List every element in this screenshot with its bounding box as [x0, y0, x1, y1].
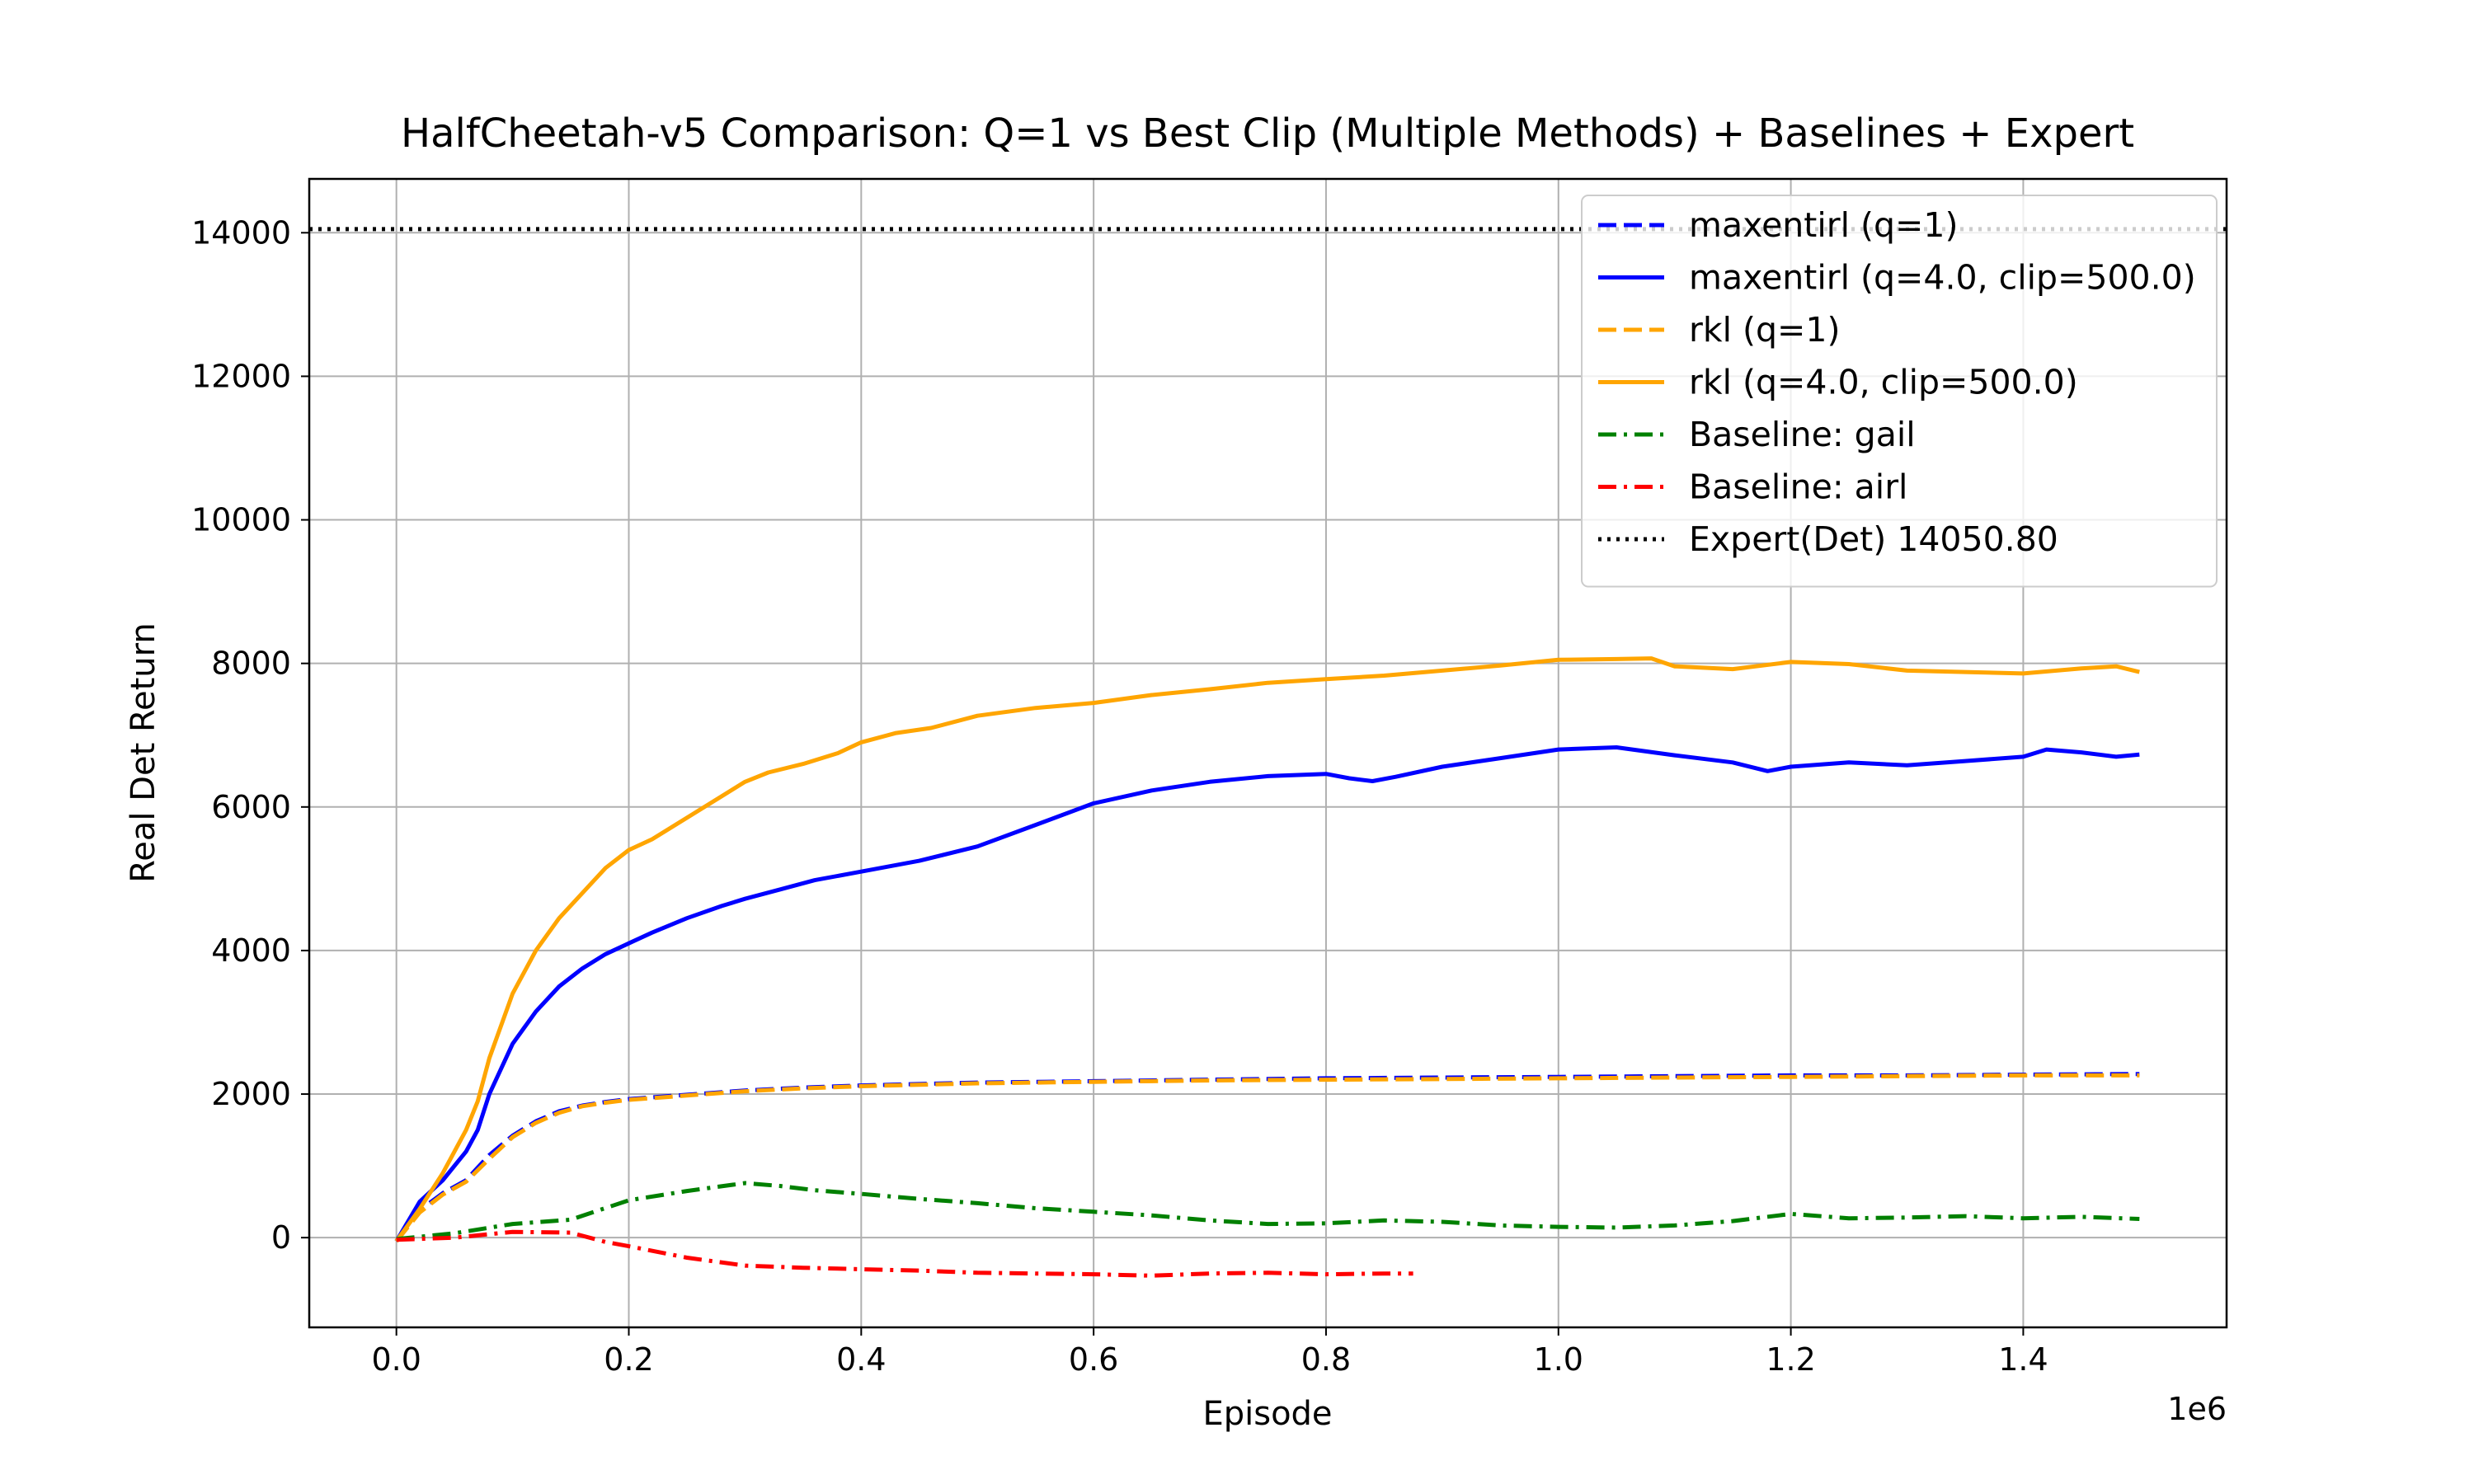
series-line-3: [394, 656, 2140, 1242]
legend-label: maxentirl (q=1): [1689, 205, 1958, 245]
series-line-1: [394, 745, 2140, 1242]
series-line-4: [396, 1181, 2140, 1242]
x-tick-label: 0.0: [371, 1341, 421, 1378]
y-tick-label: 12000: [191, 358, 291, 394]
y-tick-label: 10000: [191, 502, 291, 538]
x-tick-label: 1.0: [1534, 1341, 1583, 1378]
legend-label: Baseline: gail: [1689, 415, 1916, 454]
legend-label: rkl (q=1): [1689, 310, 1840, 350]
y-tick-label: 4000: [211, 932, 291, 969]
x-tick-label: 0.2: [604, 1341, 653, 1378]
legend-label: Baseline: airl: [1689, 467, 1907, 507]
x-axis-offset-label: 1e6: [2167, 1391, 2227, 1427]
y-tick-label: 6000: [211, 789, 291, 825]
series-line-5: [396, 1229, 1413, 1278]
x-axis-title: Episode: [1202, 1395, 1332, 1433]
series-layer: [309, 227, 2227, 1278]
tick-layer: 0.0 0.2 0.4 0.6 0.8 1.0 1.2 1.4 0 2000 4000 6000 800…: [191, 214, 2048, 1378]
x-tick-label: 1.4: [1998, 1341, 2048, 1378]
x-tick-label: 0.4: [836, 1341, 886, 1378]
y-axis-title: Real Det Return: [125, 622, 162, 883]
legend: maxentirl (q=1) maxentirl (q=4.0, clip=50…: [1581, 195, 2218, 588]
y-tick-label: 2000: [211, 1076, 291, 1112]
chart-title: HalfCheetah-v5 Comparison: Q=1 vs Best C…: [401, 110, 2134, 157]
y-tick-label: 14000: [191, 214, 291, 251]
legend-label: Expert(Det) 14050.80: [1689, 519, 2058, 559]
x-tick-label: 0.8: [1301, 1341, 1351, 1378]
y-tick-label: 8000: [211, 646, 291, 682]
x-tick-label: 0.6: [1069, 1341, 1118, 1378]
y-tick-label: 0: [271, 1219, 291, 1256]
plot-frame: [308, 177, 2228, 1329]
x-tick-label: 1.2: [1766, 1341, 1815, 1378]
legend-label: rkl (q=4.0, clip=500.0): [1689, 363, 2078, 402]
legend-box: [1581, 195, 2218, 588]
series-line-2: [394, 1073, 2140, 1243]
legend-label: maxentirl (q=4.0, clip=500.0): [1689, 258, 2196, 298]
